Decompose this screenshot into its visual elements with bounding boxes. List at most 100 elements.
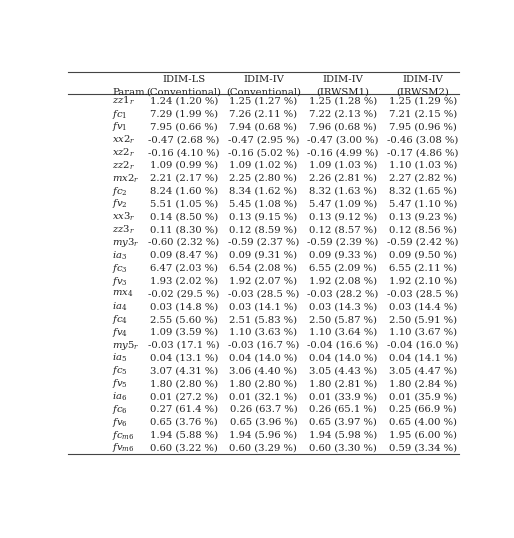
Text: 0.25 (66.9 %): 0.25 (66.9 %): [389, 405, 456, 414]
Text: 0.04 (14.0 %): 0.04 (14.0 %): [309, 353, 377, 363]
Text: -0.60 (2.32 %): -0.60 (2.32 %): [148, 238, 219, 247]
Text: 7.95 (0.96 %): 7.95 (0.96 %): [389, 123, 457, 131]
Text: 0.03 (14.1 %): 0.03 (14.1 %): [229, 302, 298, 311]
Text: 8.34 (1.62 %): 8.34 (1.62 %): [229, 187, 298, 196]
Text: 0.12 (8.57 %): 0.12 (8.57 %): [309, 225, 377, 234]
Text: 0.13 (9.15 %): 0.13 (9.15 %): [229, 213, 298, 221]
Text: 0.09 (9.33 %): 0.09 (9.33 %): [309, 251, 377, 260]
Text: $fc_5$: $fc_5$: [112, 364, 128, 378]
Text: 0.13 (9.23 %): 0.13 (9.23 %): [389, 213, 457, 221]
Text: (Conventional): (Conventional): [226, 88, 301, 97]
Text: 1.80 (2.80 %): 1.80 (2.80 %): [229, 379, 298, 388]
Text: 2.27 (2.82 %): 2.27 (2.82 %): [389, 174, 457, 183]
Text: 0.14 (8.50 %): 0.14 (8.50 %): [150, 213, 218, 221]
Text: -0.16 (5.02 %): -0.16 (5.02 %): [228, 148, 299, 157]
Text: 3.05 (4.43 %): 3.05 (4.43 %): [309, 366, 377, 376]
Text: 2.26 (2.81 %): 2.26 (2.81 %): [309, 174, 377, 183]
Text: 0.01 (35.9 %): 0.01 (35.9 %): [389, 392, 457, 401]
Text: 1.09 (0.99 %): 1.09 (0.99 %): [150, 161, 218, 170]
Text: 2.21 (2.17 %): 2.21 (2.17 %): [150, 174, 218, 183]
Text: $ia_3$: $ia_3$: [112, 249, 127, 261]
Text: $ia_5$: $ia_5$: [112, 352, 127, 364]
Text: 1.25 (1.29 %): 1.25 (1.29 %): [389, 97, 457, 106]
Text: 7.26 (2.11 %): 7.26 (2.11 %): [229, 110, 298, 118]
Text: 1.80 (2.80 %): 1.80 (2.80 %): [150, 379, 218, 388]
Text: 7.96 (0.68 %): 7.96 (0.68 %): [309, 123, 377, 131]
Text: 0.12 (8.56 %): 0.12 (8.56 %): [389, 225, 457, 234]
Text: -0.59 (2.37 %): -0.59 (2.37 %): [228, 238, 299, 247]
Text: -0.03 (17.1 %): -0.03 (17.1 %): [148, 341, 219, 350]
Text: 0.04 (14.1 %): 0.04 (14.1 %): [389, 353, 457, 363]
Text: 0.11 (8.30 %): 0.11 (8.30 %): [150, 225, 218, 234]
Text: IDIM-IV: IDIM-IV: [243, 75, 284, 84]
Text: 1.95 (6.00 %): 1.95 (6.00 %): [389, 430, 457, 440]
Text: $zz2_r$: $zz2_r$: [112, 159, 135, 172]
Text: 0.65 (3.76 %): 0.65 (3.76 %): [150, 418, 217, 427]
Text: 3.05 (4.47 %): 3.05 (4.47 %): [389, 366, 457, 376]
Text: $fv_4$: $fv_4$: [112, 326, 128, 339]
Text: 0.12 (8.59 %): 0.12 (8.59 %): [229, 225, 298, 234]
Text: -0.02 (29.5 %): -0.02 (29.5 %): [148, 289, 219, 299]
Text: 7.29 (1.99 %): 7.29 (1.99 %): [150, 110, 218, 118]
Text: $fc_1$: $fc_1$: [112, 108, 127, 121]
Text: IDIM-IV: IDIM-IV: [402, 75, 443, 84]
Text: 1.24 (1.20 %): 1.24 (1.20 %): [150, 97, 218, 106]
Text: -0.16 (4.99 %): -0.16 (4.99 %): [307, 148, 379, 157]
Text: -0.47 (3.00 %): -0.47 (3.00 %): [307, 135, 379, 144]
Text: 1.10 (3.63 %): 1.10 (3.63 %): [229, 328, 298, 337]
Text: 1.09 (3.59 %): 1.09 (3.59 %): [150, 328, 218, 337]
Text: 5.45 (1.08 %): 5.45 (1.08 %): [229, 200, 298, 209]
Text: 0.04 (14.0 %): 0.04 (14.0 %): [229, 353, 298, 363]
Text: 0.03 (14.8 %): 0.03 (14.8 %): [150, 302, 218, 311]
Text: 5.47 (1.10 %): 5.47 (1.10 %): [389, 200, 457, 209]
Text: 8.32 (1.65 %): 8.32 (1.65 %): [389, 187, 457, 196]
Text: -0.03 (28.2 %): -0.03 (28.2 %): [307, 289, 379, 299]
Text: 7.94 (0.68 %): 7.94 (0.68 %): [229, 123, 298, 131]
Text: $fv_3$: $fv_3$: [112, 274, 128, 287]
Text: $fv_2$: $fv_2$: [112, 197, 128, 210]
Text: -0.46 (3.08 %): -0.46 (3.08 %): [387, 135, 458, 144]
Text: 3.07 (4.31 %): 3.07 (4.31 %): [150, 366, 218, 376]
Text: 1.92 (2.08 %): 1.92 (2.08 %): [309, 277, 377, 286]
Text: 0.04 (13.1 %): 0.04 (13.1 %): [150, 353, 218, 363]
Text: -0.04 (16.6 %): -0.04 (16.6 %): [307, 341, 379, 350]
Text: 1.94 (5.88 %): 1.94 (5.88 %): [150, 430, 218, 440]
Text: 0.59 (3.34 %): 0.59 (3.34 %): [389, 443, 457, 452]
Text: 0.26 (63.7 %): 0.26 (63.7 %): [230, 405, 297, 414]
Text: 1.10 (3.64 %): 1.10 (3.64 %): [309, 328, 377, 337]
Text: 0.65 (3.96 %): 0.65 (3.96 %): [230, 418, 297, 427]
Text: $fv_5$: $fv_5$: [112, 377, 128, 390]
Text: 0.03 (14.3 %): 0.03 (14.3 %): [309, 302, 377, 311]
Text: 1.09 (1.03 %): 1.09 (1.03 %): [309, 161, 377, 170]
Text: 2.55 (5.60 %): 2.55 (5.60 %): [150, 315, 218, 324]
Text: 0.09 (9.31 %): 0.09 (9.31 %): [229, 251, 298, 260]
Text: -0.16 (4.10 %): -0.16 (4.10 %): [148, 148, 219, 157]
Text: 0.60 (3.29 %): 0.60 (3.29 %): [229, 443, 298, 452]
Text: 0.27 (61.4 %): 0.27 (61.4 %): [150, 405, 218, 414]
Text: 1.80 (2.81 %): 1.80 (2.81 %): [309, 379, 377, 388]
Text: -0.03 (28.5 %): -0.03 (28.5 %): [228, 289, 299, 299]
Text: $xx2_r$: $xx2_r$: [112, 133, 136, 146]
Text: (IRWSM2): (IRWSM2): [396, 88, 449, 97]
Text: 8.32 (1.63 %): 8.32 (1.63 %): [309, 187, 377, 196]
Text: 5.47 (1.09 %): 5.47 (1.09 %): [309, 200, 377, 209]
Text: 0.09 (8.47 %): 0.09 (8.47 %): [150, 251, 218, 260]
Text: 7.21 (2.15 %): 7.21 (2.15 %): [389, 110, 457, 118]
Text: -0.17 (4.86 %): -0.17 (4.86 %): [387, 148, 458, 157]
Text: 1.10 (3.67 %): 1.10 (3.67 %): [389, 328, 457, 337]
Text: -0.47 (2.68 %): -0.47 (2.68 %): [148, 135, 219, 144]
Text: $zz1_r$: $zz1_r$: [112, 95, 135, 108]
Text: 1.94 (5.98 %): 1.94 (5.98 %): [309, 430, 377, 440]
Text: 6.55 (2.11 %): 6.55 (2.11 %): [389, 264, 457, 273]
Text: 0.60 (3.22 %): 0.60 (3.22 %): [150, 443, 218, 452]
Text: $my5_r$: $my5_r$: [112, 339, 139, 352]
Text: 0.09 (9.50 %): 0.09 (9.50 %): [389, 251, 457, 260]
Text: 7.95 (0.66 %): 7.95 (0.66 %): [150, 123, 217, 131]
Text: $ia_6$: $ia_6$: [112, 391, 127, 403]
Text: 1.25 (1.27 %): 1.25 (1.27 %): [229, 97, 298, 106]
Text: -0.59 (2.42 %): -0.59 (2.42 %): [387, 238, 458, 247]
Text: 0.65 (4.00 %): 0.65 (4.00 %): [389, 418, 457, 427]
Text: -0.59 (2.39 %): -0.59 (2.39 %): [307, 238, 379, 247]
Text: 1.92 (2.10 %): 1.92 (2.10 %): [389, 277, 457, 286]
Text: $fc_3$: $fc_3$: [112, 261, 128, 275]
